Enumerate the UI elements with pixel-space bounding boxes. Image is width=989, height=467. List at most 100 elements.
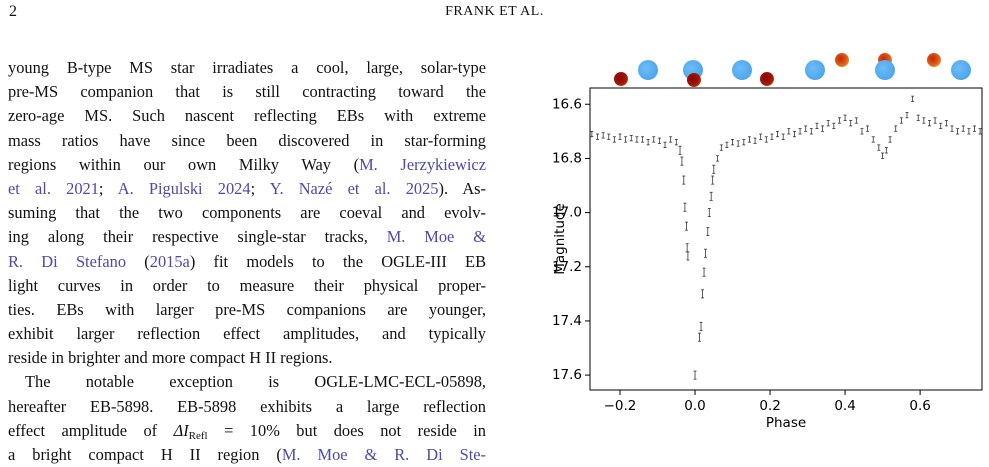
- math-subscript: Refl: [188, 429, 208, 442]
- error-bar: [894, 125, 898, 132]
- star-icon: [687, 73, 701, 87]
- star-icon: [732, 60, 752, 80]
- error-bar: [683, 202, 687, 212]
- error-bar: [753, 137, 757, 144]
- error-bar: [657, 137, 661, 144]
- error-bar: [927, 120, 931, 127]
- text-line: young B-type MS star irradiates a cool, …: [8, 56, 486, 80]
- text-line: regions within our own Milky Way (M. Jer…: [8, 153, 486, 177]
- error-bar: [826, 120, 830, 127]
- error-bar: [699, 321, 703, 331]
- error-bar: [821, 125, 825, 132]
- error-bar: [866, 125, 870, 132]
- error-bar: [798, 128, 802, 135]
- error-bar: [612, 136, 616, 143]
- citation: A. Pigulski 2024: [117, 178, 251, 198]
- error-bar: [686, 251, 690, 261]
- error-bar: [843, 114, 847, 121]
- text: ;: [250, 178, 270, 198]
- citation: Y. Nazé et al. 2025: [269, 178, 439, 198]
- x-tick-label: 0.2: [759, 398, 780, 414]
- text: mass ratios have since been discovered i…: [8, 130, 486, 150]
- error-bar: [706, 227, 710, 237]
- error-bar: [698, 332, 702, 342]
- error-bar: [972, 125, 976, 132]
- error-bar: [860, 128, 864, 135]
- text: light curves in order to measure their p…: [8, 275, 486, 295]
- error-bar: [731, 139, 735, 146]
- error-bar: [961, 125, 965, 132]
- error-bar: [967, 128, 971, 135]
- error-bar: [787, 128, 791, 135]
- star-icon: [805, 60, 825, 80]
- error-bar: [956, 128, 960, 135]
- error-bar: [849, 120, 853, 127]
- star-icon: [875, 60, 895, 80]
- page: 2 FRANK ET AL. young B-type MS star irra…: [8, 3, 983, 464]
- y-tick-label: 17.0: [552, 205, 582, 221]
- star-icon: [638, 60, 658, 80]
- x-tick-label: 0.4: [834, 398, 855, 414]
- y-tick-label: 17.4: [552, 313, 582, 329]
- text: young B-type MS star irradiates a cool, …: [8, 58, 486, 77]
- error-bar: [590, 130, 594, 138]
- text-line: et al. 2021; A. Pigulski 2024; Y. Nazé e…: [8, 177, 486, 201]
- star-icons: [614, 53, 971, 87]
- error-bar: [601, 132, 605, 139]
- error-bar: [712, 164, 716, 174]
- error-bar: [809, 128, 813, 135]
- error-bar: [704, 248, 708, 258]
- error-bar: [674, 139, 678, 146]
- x-tick-label: −0.2: [604, 398, 637, 414]
- error-bar: [815, 122, 819, 130]
- text: The notable exception is OGLE-LMC-ECL-05…: [25, 372, 486, 392]
- error-bar: [680, 156, 684, 166]
- math: ΔI: [173, 420, 189, 440]
- error-bar: [916, 114, 920, 121]
- error-bar: [944, 120, 948, 127]
- error-bar: [736, 140, 740, 147]
- error-bar: [905, 111, 909, 119]
- error-bar: [624, 136, 628, 143]
- error-bar: [881, 152, 885, 159]
- error-bar: [770, 133, 774, 140]
- text-line: mass ratios have since been discovered i…: [8, 129, 486, 153]
- body-text: young B-type MS star irradiates a cool, …: [8, 56, 486, 467]
- error-bar: [725, 141, 729, 148]
- citation: M. Jerzykiewicz: [359, 154, 486, 174]
- error-bar: [702, 267, 706, 277]
- x-tick-label: 0.0: [684, 398, 705, 414]
- error-bar: [939, 122, 943, 130]
- error-bar: [854, 117, 858, 124]
- error-bar: [682, 175, 686, 185]
- text: ties. EBs with larger pre-MS companions …: [8, 299, 486, 319]
- error-bar: [719, 144, 723, 151]
- error-bar: [707, 208, 711, 218]
- y-axis-label: Magnitude: [552, 203, 568, 275]
- error-bar: [933, 117, 937, 124]
- error-bar: [742, 139, 746, 146]
- error-bar: [804, 125, 808, 132]
- error-bar: [776, 130, 780, 138]
- text: ). As-: [438, 178, 486, 198]
- error-bar: [747, 136, 751, 143]
- text: effect amplitude of: [8, 420, 174, 440]
- error-bar: [641, 136, 645, 143]
- star-icon: [835, 53, 849, 67]
- error-bar: [877, 144, 881, 151]
- error-bar: [716, 155, 720, 162]
- text-line: zero-age MS. Such nascent reflecting EBs…: [8, 104, 486, 128]
- text-line: exhibit larger reflection effect amplitu…: [8, 322, 486, 346]
- text-line: suming that the two components are coeva…: [8, 201, 486, 225]
- chart: Phase Magnitude 16.6 16.8 17.0 17.2 17.4 17.6…: [552, 53, 983, 431]
- star-icon: [927, 53, 941, 67]
- text-line: ing along their respective single-star t…: [8, 225, 486, 249]
- text: regions within our own Milky Way (: [8, 154, 360, 174]
- error-bar: [899, 117, 903, 124]
- error-bar: [618, 133, 622, 140]
- error-bar: [678, 145, 682, 155]
- error-bar: [978, 128, 982, 135]
- error-bar: [663, 141, 667, 148]
- x-tick-label: 0.6: [909, 398, 930, 414]
- text-line: light curves in order to measure their p…: [8, 274, 486, 298]
